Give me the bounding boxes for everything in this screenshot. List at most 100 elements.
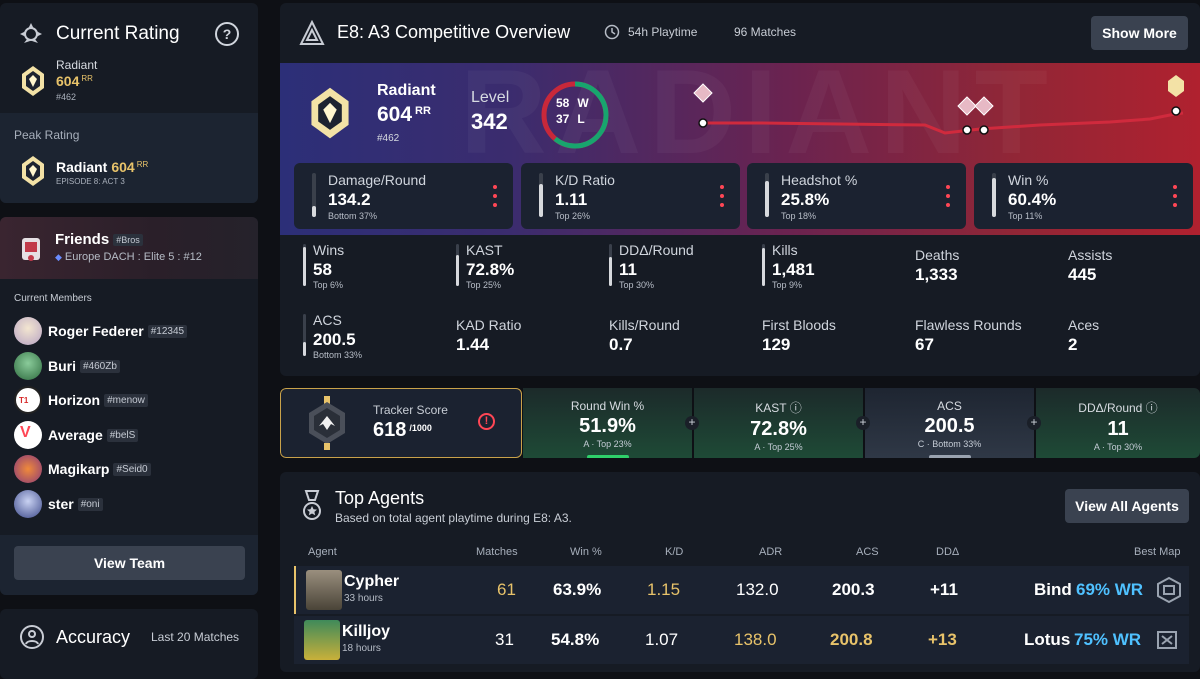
- agent-matches: 61: [497, 580, 516, 599]
- stat-bar-fill: [992, 177, 996, 217]
- col-best-map[interactable]: Best Map: [1134, 546, 1181, 558]
- more-options-icon[interactable]: [493, 185, 497, 207]
- rating-title: Current Rating: [56, 23, 180, 44]
- losses-letter: L: [577, 112, 585, 126]
- stat-value: 1.44: [456, 335, 490, 354]
- member-item[interactable]: Magikarp #Seid0: [14, 455, 151, 483]
- score-cell: DDΔ/Round ⓘ 11 A · Top 30%: [1036, 388, 1200, 458]
- stat-bar: [303, 244, 306, 286]
- avatar: [14, 317, 42, 345]
- member-tag: #Seid0: [113, 462, 151, 476]
- level-value: 342: [471, 109, 508, 134]
- member-item[interactable]: Roger Federer #12345: [14, 317, 188, 345]
- col-adr[interactable]: ADR: [759, 546, 783, 558]
- table-row[interactable]: Cypher 33 hours 61 63.9% 1.15 132.0 200.…: [294, 566, 1189, 614]
- col-matches[interactable]: Matches: [476, 546, 518, 558]
- league-icon: ◆: [55, 251, 62, 262]
- col-dd[interactable]: DDΔ: [936, 546, 960, 558]
- col-kd[interactable]: K/D: [665, 546, 684, 558]
- mini-stat: ACS 200.5 Bottom 33%: [303, 312, 453, 372]
- score-cell-value: 11: [1107, 418, 1129, 440]
- stat-value: 129: [762, 335, 791, 354]
- member-item[interactable]: V Average #belS: [14, 421, 139, 449]
- show-more-button[interactable]: Show More: [1091, 16, 1188, 50]
- member-item[interactable]: Buri #460Zb: [14, 352, 120, 380]
- stat-value: 72.8%: [466, 260, 515, 279]
- agent-kd: 1.15: [647, 580, 681, 599]
- stat-value: 1,481: [772, 260, 815, 279]
- mini-stat: DDΔ/Round 11 Top 30%: [609, 242, 759, 302]
- rank-rr-suffix: RR: [81, 73, 93, 83]
- rank-name: Radiant: [56, 58, 98, 72]
- stat-label: Deaths: [915, 247, 960, 263]
- stat-value: 1,333: [915, 265, 958, 284]
- more-options-icon[interactable]: [720, 185, 724, 207]
- rank-rr: 604: [56, 73, 80, 89]
- score-cell-label: KAST ⓘ: [755, 401, 802, 415]
- grade-indicator: [928, 455, 971, 458]
- grade-indicator: [586, 455, 629, 458]
- stat-value: 25.8%: [781, 190, 830, 209]
- agent-win: 54.8%: [551, 630, 600, 649]
- info-icon[interactable]: !: [478, 413, 495, 430]
- view-all-agents-button[interactable]: View All Agents: [1065, 489, 1189, 523]
- score-cell-grade: C · Bottom 33%: [917, 439, 982, 449]
- mini-stat: Flawless Rounds 67: [915, 317, 1065, 376]
- stat-bar-fill: [456, 254, 459, 286]
- competitive-icon: [299, 20, 325, 45]
- stat-label: Win %: [1008, 172, 1049, 188]
- accuracy-card: Accuracy Last 20 Matches: [0, 609, 258, 679]
- agent-win: 63.9%: [553, 580, 602, 599]
- member-tag: #belS: [106, 428, 139, 442]
- stat-percentile: Top 18%: [781, 211, 817, 221]
- agent-hours: 18 hours: [342, 643, 381, 654]
- avatar: V: [14, 421, 42, 449]
- col-win[interactable]: Win %: [570, 546, 602, 558]
- stat-label: Headshot %: [781, 172, 858, 188]
- win-loss-ring: [541, 81, 609, 149]
- stat-bar: [762, 244, 765, 286]
- plus-icon: +: [685, 416, 699, 430]
- stat-bar: [609, 244, 612, 286]
- member-tag: #12345: [147, 324, 188, 338]
- rank-position: #462: [56, 92, 77, 102]
- score-cell-grade: A · Top 23%: [583, 439, 632, 449]
- agent-acs: 200.8: [830, 630, 873, 649]
- stat-value: 134.2: [328, 190, 371, 209]
- peak-label: Peak Rating: [14, 128, 80, 142]
- stat-label: Damage/Round: [328, 172, 427, 188]
- map-icon: [1157, 631, 1177, 649]
- member-item[interactable]: T1 Horizon #menow: [14, 386, 148, 414]
- col-agent[interactable]: Agent: [308, 546, 337, 558]
- best-map-name: Lotus: [1024, 630, 1071, 649]
- stat-percentile: Bottom 37%: [328, 211, 378, 221]
- playtime: 54h Playtime: [628, 25, 698, 39]
- stat-percentile: Top 11%: [1008, 211, 1043, 221]
- tracker-score-bar: Tracker Score 618 /1000 ! Round Win % 51…: [280, 388, 1200, 458]
- mini-stat: Wins 58 Top 6%: [303, 242, 453, 302]
- member-name: ster: [48, 496, 74, 512]
- view-team-button[interactable]: View Team: [14, 546, 245, 580]
- stat-value: 445: [1068, 265, 1097, 284]
- avatar: T1: [14, 386, 42, 414]
- table-row[interactable]: Killjoy 18 hours 31 54.8% 1.07 138.0 200…: [294, 616, 1189, 664]
- agent-dd: +11: [930, 580, 958, 599]
- more-options-icon[interactable]: [1173, 185, 1177, 207]
- stat-label: K/D Ratio: [555, 172, 615, 188]
- stat-bar-fill: [765, 180, 769, 217]
- stat-bar-fill: [312, 206, 316, 217]
- stat-value: 67: [915, 335, 934, 354]
- stat-value: 200.5: [313, 330, 356, 349]
- help-icon[interactable]: ?: [215, 22, 239, 46]
- plus-icon: +: [1027, 416, 1041, 430]
- stat-value: 1.11: [555, 190, 588, 209]
- col-acs[interactable]: ACS: [856, 546, 879, 558]
- stat-bar: [539, 173, 543, 217]
- league-text: Europe DACH : Elite 5 : #12: [64, 251, 202, 263]
- stat-bar-fill: [539, 184, 543, 217]
- stat-label: Assists: [1068, 247, 1113, 263]
- member-item[interactable]: ster #oni: [14, 490, 103, 518]
- more-options-icon[interactable]: [946, 185, 950, 207]
- tracker-score-value: 618: [373, 419, 407, 441]
- best-map-wr: 75% WR: [1074, 630, 1142, 649]
